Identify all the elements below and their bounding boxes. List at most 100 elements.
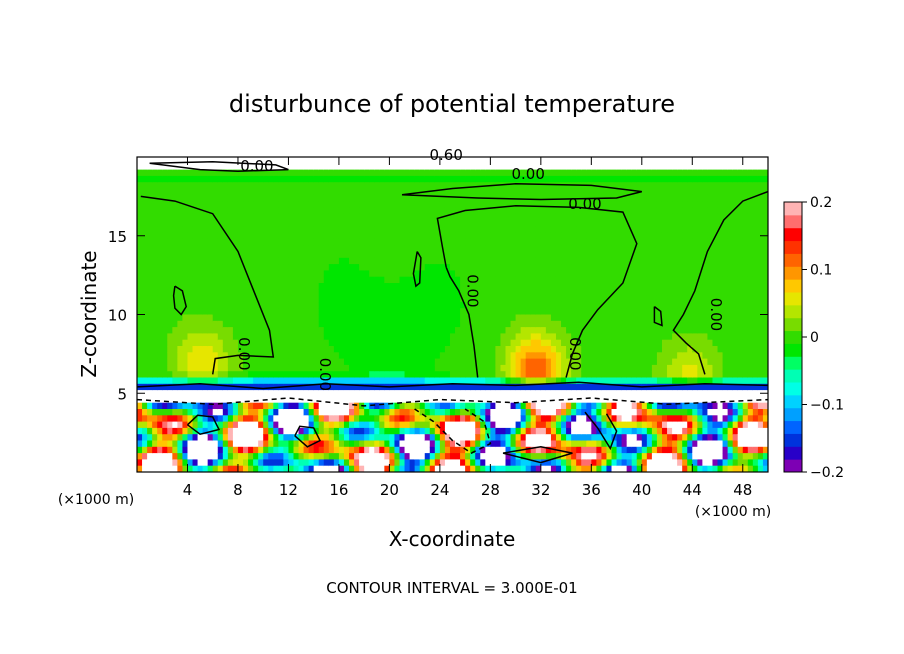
field-cell [480,390,486,397]
field-cell [485,251,491,259]
field-cell [460,308,466,316]
field-cell [349,238,355,246]
field-cell [207,301,214,309]
field-cell [343,238,350,246]
field-cell [616,327,623,334]
field-cell [197,421,204,429]
field-cell [424,346,431,353]
field-cell [540,446,547,454]
field-cell [328,364,335,372]
field-cell [566,314,572,322]
field-cell [222,339,229,347]
field-cell [162,327,168,334]
field-cell [515,289,522,297]
field-cell [273,251,279,259]
field-cell [475,402,481,410]
field-cell [268,434,274,442]
field-cell [333,270,340,278]
field-cell [621,182,628,190]
field-cell [333,421,340,429]
field-cell [354,289,360,297]
field-cell [278,390,284,397]
field-cell [222,320,229,328]
field-cell [192,276,199,284]
field-cell [243,371,249,379]
field-cell [616,446,623,454]
field-cell [349,346,355,353]
field-cell [500,390,507,397]
field-cell [364,446,370,454]
field-cell [540,257,547,265]
field-cell [283,308,290,316]
field-cell [308,352,315,360]
field-cell [550,251,557,259]
field-cell [505,459,512,467]
field-cell [465,339,471,347]
field-cell [444,276,451,284]
field-cell [545,301,552,309]
field-cell [419,377,426,385]
field-cell [142,308,148,316]
field-cell [475,440,481,448]
field-cell [152,371,158,379]
field-cell [596,245,603,253]
field-cell [500,308,507,316]
field-cell [424,333,431,341]
field-cell [404,201,411,208]
field-cell [409,390,416,397]
field-cell [379,346,385,353]
field-cell [177,289,184,297]
field-cell [460,245,466,253]
field-cell [288,220,295,227]
field-cell [202,371,209,379]
field-cell [561,364,567,372]
field-cell [137,364,143,372]
field-cell [207,415,214,423]
field-cell [243,276,249,284]
field-cell [232,194,239,202]
field-cell [354,390,360,397]
field-cell [460,257,466,265]
field-cell [626,434,633,442]
field-cell [465,434,471,442]
field-cell [328,226,335,234]
field-cell [157,194,163,202]
field-cell [606,459,613,467]
field-cell [227,371,234,379]
field-cell [566,220,572,227]
field-cell [545,415,552,423]
field-cell [384,364,390,372]
field-cell [318,421,325,429]
field-cell [207,459,214,467]
field-cell [343,257,350,265]
field-cell [142,301,148,309]
field-cell [555,327,562,334]
field-cell [364,157,370,164]
field-cell [197,169,204,177]
field-cell [404,238,411,246]
field-cell [232,175,239,183]
field-cell [369,371,375,379]
field-cell [212,169,219,177]
field-cell [177,465,184,472]
field-cell [424,314,431,322]
field-cell [354,314,360,322]
field-cell [142,333,148,341]
field-cell [328,390,335,397]
field-cell [495,163,502,171]
field-cell [465,169,471,177]
field-cell [142,415,148,423]
field-cell [147,264,153,271]
field-cell [566,465,572,472]
field-cell [187,251,194,259]
field-cell [419,327,426,334]
field-cell [273,276,279,284]
field-cell [591,465,597,472]
field-cell [444,446,451,454]
field-cell [212,264,219,271]
field-cell [601,276,608,284]
field-cell [273,169,279,177]
field-cell [308,377,315,385]
field-cell [354,245,360,253]
field-cell [591,314,597,322]
